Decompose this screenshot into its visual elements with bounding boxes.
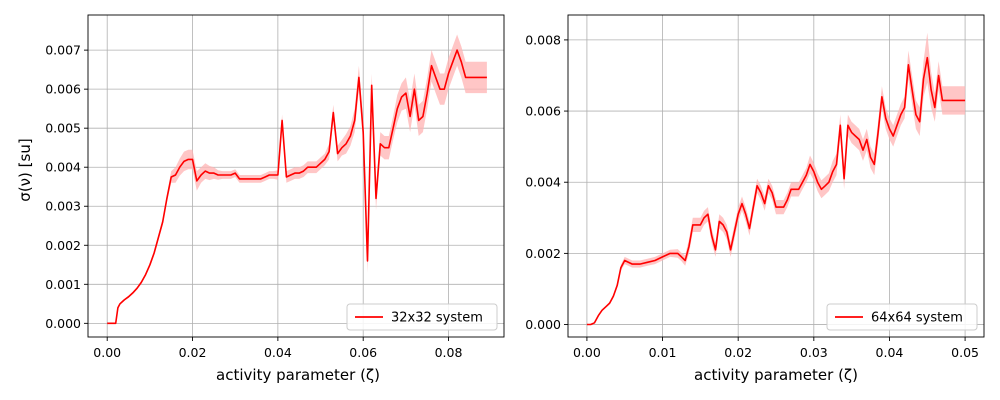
- left-x-axis-label: activity parameter (ζ): [216, 366, 380, 384]
- left-x-tick-label: 0.04: [264, 345, 292, 360]
- left-axes-frame: [87, 14, 505, 338]
- right-axes-frame: [567, 14, 985, 338]
- left-y-tick-label: 0.005: [45, 121, 81, 136]
- left-legend-label: 32x32 system: [391, 311, 483, 326]
- left-y-tick-label: 0.007: [45, 43, 81, 58]
- right-x-axis-label: activity parameter (ζ): [694, 366, 858, 384]
- left-x-tick-label: 0.00: [93, 345, 121, 360]
- right-legend: 64x64 system: [826, 303, 978, 331]
- left-y-tick-label: 0.002: [45, 238, 81, 253]
- left-y-tick-label: 0.006: [45, 82, 81, 97]
- right-y-tick-label: 0.008: [525, 32, 561, 47]
- right-x-tick-label: 0.05: [951, 345, 979, 360]
- left-x-tick-label: 0.06: [349, 345, 377, 360]
- right-y-tick-label: 0.004: [525, 175, 561, 190]
- right-y-tick-label: 0.002: [525, 246, 561, 261]
- left-x-tick-label: 0.08: [435, 345, 463, 360]
- left-y-tick-label: 0.001: [45, 277, 81, 292]
- right-x-tick-label: 0.04: [876, 345, 904, 360]
- right-grid: [568, 15, 984, 337]
- right-legend-label: 64x64 system: [871, 311, 963, 326]
- right-x-tick-label: 0.02: [724, 345, 752, 360]
- left-x-tick-label: 0.02: [179, 345, 207, 360]
- right-y-tick-label: 0.006: [525, 104, 561, 119]
- left-series-line: [107, 49, 487, 325]
- right-x-tick-label: 0.00: [573, 345, 601, 360]
- left-series-error-band: [107, 34, 487, 324]
- left-y-tick-label: 0.000: [45, 316, 81, 331]
- right-series-line: [586, 56, 966, 326]
- right-chart-panel: activity parameter (ζ) 0.00 0.01 0.02 0.03 0…: [525, 14, 985, 384]
- left-y-tick-label: 0.004: [45, 160, 81, 175]
- left-y-tick-label: 0.003: [45, 199, 81, 214]
- right-y-tick-label: 0.000: [525, 317, 561, 332]
- left-chart-panel: σ(ν) [su] activity parameter (ζ) 0.00 0.0…: [16, 14, 505, 384]
- right-x-tick-label: 0.03: [800, 345, 828, 360]
- left-legend: 32x32 system: [346, 303, 498, 331]
- right-legend-box: [826, 303, 978, 331]
- left-y-axis-label: σ(ν) [su]: [16, 138, 34, 201]
- left-legend-box: [346, 303, 498, 331]
- right-x-tick-label: 0.01: [649, 345, 677, 360]
